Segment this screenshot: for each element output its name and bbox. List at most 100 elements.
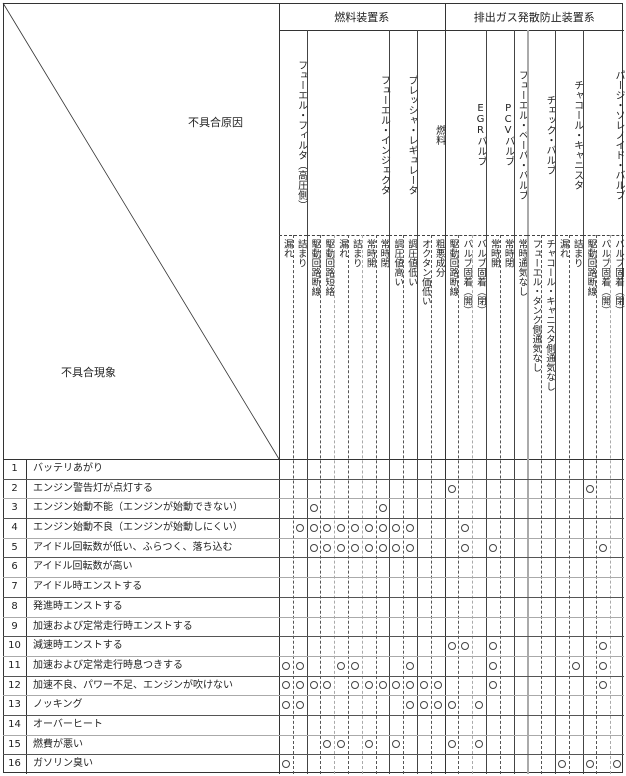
component-label: チャコール・キャニスタ [571,79,583,190]
component-label: EGRバルブ [474,103,486,166]
applicable-mark [337,740,346,749]
applicable-mark [599,681,608,690]
applicable-mark [461,543,470,552]
symptom-label: 加速不良、パワー不足、エンジンが吹けない [33,679,233,691]
grid-line-h [306,235,390,236]
component-label: PCVバルブ [502,103,514,166]
applicable-mark [295,661,304,670]
applicable-mark [599,543,608,552]
row-number: 16 [8,758,21,770]
grid-line-v [306,30,308,774]
grid-line-h [3,557,624,559]
grid-line-h [3,714,624,716]
component-label: 燃料 [433,124,445,145]
grid-line-h [444,235,486,236]
grid-line-v [472,235,474,774]
symptom-label: 燃費が悪い [33,738,83,750]
applicable-mark [337,661,346,670]
table-row [3,754,624,774]
cause-label: 駆動回路断線 [585,239,597,296]
applicable-mark [488,642,497,651]
cause-label: 漏れ [557,239,569,258]
component-label: フューエル・インジェクタ [378,74,390,195]
symptom-label: バッテリあがり [33,463,103,474]
cause-label: 常時通気なし [516,239,528,296]
grid-line-v [375,235,377,774]
grid-line-v [596,235,598,774]
applicable-mark [488,543,497,552]
table-row [3,735,624,755]
applicable-mark [295,701,304,710]
row-number: 10 [8,640,21,652]
grid-line-h [3,616,624,618]
applicable-mark [392,523,401,532]
grid-line-h [3,754,624,756]
symptom-heading: 不具合現象 [61,366,116,379]
cause-label: 駆動回路断線 [447,239,459,296]
applicable-mark [309,681,318,690]
cause-label: 常時開 [488,239,500,268]
component-label: フューエル・フィルタ（高圧側） [295,59,307,210]
symptom-label: オーバーヒート [33,718,103,730]
applicable-mark [364,681,373,690]
applicable-mark [281,760,290,769]
grid-line-v [568,235,570,774]
applicable-mark [447,642,456,651]
applicable-mark [406,543,415,552]
symptom-label: アイドル時エンストする [33,581,143,593]
row-number: 9 [11,620,18,632]
row-number: 11 [8,659,21,671]
applicable-mark [281,681,290,690]
component-header: チャコール・キャニスタ [555,36,583,233]
component-header: パージ・ソレノイド・バルブ [583,36,624,233]
applicable-mark [475,701,484,710]
applicable-mark [475,740,484,749]
cause-heading: 不具合原因 [188,116,243,129]
applicable-mark [447,701,456,710]
row-number: 7 [11,581,18,593]
grid-line-v [486,30,487,774]
applicable-mark [461,523,470,532]
applicable-mark [350,523,359,532]
cause-label: 詰まり [571,239,583,268]
applicable-mark [323,740,332,749]
grid-line-v [610,235,612,774]
grid-line-h [3,498,624,500]
row-number: 13 [8,699,21,711]
grid-line-v [389,30,391,774]
applicable-mark [488,681,497,690]
applicable-mark [447,740,456,749]
applicable-mark [461,642,470,651]
grid-line-h [582,235,624,236]
cause-label: 駆動回路短絡 [323,239,335,296]
symptom-label: ガソリン臭い [33,758,93,770]
cause-label: バルブ固着（開） [461,239,473,315]
row-number: 15 [8,738,21,750]
cause-label: バルブ固着（閉） [474,239,486,315]
grid-line-v [499,235,501,774]
component-label: チェック・バルブ [543,94,555,175]
row-number: 14 [8,718,21,730]
applicable-mark [613,760,622,769]
applicable-mark [433,681,442,690]
row-number: 8 [11,600,18,612]
grid-line-v [458,235,460,774]
cause-label: 詰まり [295,239,307,268]
applicable-mark [585,484,594,493]
grid-line-v [334,235,336,774]
grid-line-h [3,695,624,697]
row-number: 2 [11,482,18,494]
cause-label: 調圧値高い [392,239,404,287]
grid-line-h [513,235,528,236]
grid-line-h [3,577,624,579]
cause-label: チャコール・キャニスタ側通気なし [543,239,555,391]
symptom-label: 発進時エンストする [33,600,123,612]
symptom-label: 加速および定常走行時エンストする [33,620,193,632]
applicable-mark [323,543,332,552]
symptom-label: アイドル回転数が低い、ふらつく、落ち込む [33,541,233,553]
grid-line-v [279,3,280,774]
component-header: フューエル・インジェクタ [307,36,390,233]
applicable-mark [378,504,387,513]
applicable-mark [447,484,456,493]
